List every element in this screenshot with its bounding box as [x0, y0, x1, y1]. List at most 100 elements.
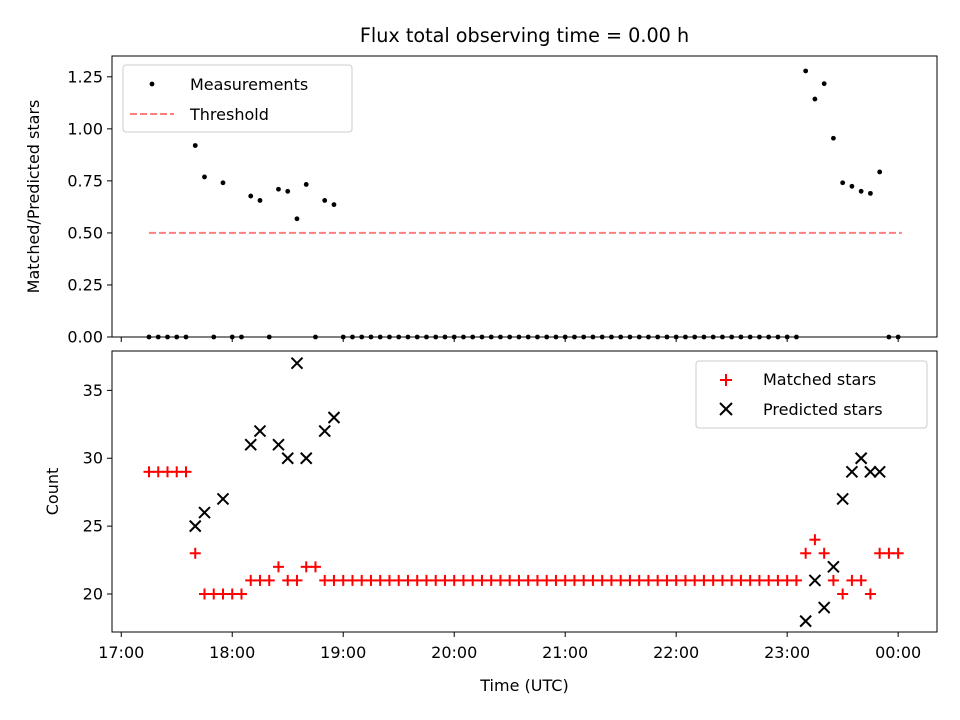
matched-star-point	[605, 574, 617, 586]
matched-star-point	[291, 574, 303, 586]
matched-star-point	[716, 574, 728, 586]
predicted-star-point	[836, 492, 849, 506]
matched-star-point	[642, 574, 654, 586]
predicted-star-point	[808, 574, 822, 587]
predicted-star-point	[845, 465, 859, 479]
predicted-star-point	[290, 357, 304, 370]
measurement-point	[877, 169, 883, 175]
bottom-y-tick-label: 35	[83, 381, 103, 400]
x-tick-label: 18:00	[209, 643, 255, 662]
top-legend-box	[122, 64, 353, 133]
matched-star-point	[337, 574, 349, 586]
x-tick-label: 22:00	[653, 643, 699, 662]
matched-star-point	[837, 588, 849, 600]
measurement-point	[812, 96, 818, 102]
matched-star-point	[818, 547, 830, 559]
matched-star-point	[189, 547, 201, 559]
matched-star-point	[245, 574, 257, 586]
legend-marker-predicted	[719, 402, 733, 416]
matched-star-point	[633, 574, 645, 586]
matched-star-point	[346, 574, 358, 586]
measurement-point	[331, 202, 337, 208]
matched-star-point	[263, 574, 275, 586]
matched-star-point	[171, 466, 183, 478]
bottom-y-tick-label: 30	[83, 449, 103, 468]
measurement-point	[849, 183, 855, 189]
matched-star-point	[383, 574, 395, 586]
matched-star-point	[578, 574, 590, 586]
predicted-star-point	[864, 465, 877, 479]
predicted-star-point	[817, 601, 831, 614]
matched-star-point	[439, 574, 451, 586]
matched-star-point	[809, 534, 821, 546]
matched-star-point	[568, 574, 580, 586]
top-y-axis-label: Matched/Predicted stars	[24, 100, 43, 294]
matched-star-point	[457, 574, 469, 586]
x-tick-label: 20:00	[431, 643, 477, 662]
measurement-point	[202, 174, 207, 180]
bottom-axis-ticks: 17:00 18:00 19:00 20:00 21:00 22:00 23:00 00:00…	[83, 381, 922, 662]
matched-star-point	[494, 574, 506, 586]
predicted-star-stroke	[854, 452, 868, 465]
matched-star-point	[624, 574, 636, 586]
top-axis-ticks: 0.00 0.25 0.50 0.75 1.00 1.25	[67, 67, 899, 347]
bottom-y-axis-label: Count	[43, 468, 62, 516]
measurement-point	[868, 190, 873, 196]
predicted-star-stroke	[864, 465, 877, 479]
top-y-tick-label: 0.75	[67, 171, 103, 190]
predicted-star-stroke	[253, 424, 267, 438]
matched-star-point	[846, 574, 858, 586]
matched-star-point	[522, 574, 534, 586]
matched-star-point	[208, 588, 220, 600]
matched-star-point	[541, 574, 553, 586]
matched-star-point	[411, 574, 423, 586]
predicted-star-stroke	[327, 411, 341, 424]
predicted-star-stroke	[244, 438, 257, 451]
matched-star-point	[679, 574, 691, 586]
matched-star-point	[152, 466, 164, 478]
x-tick-label: 17:00	[98, 643, 144, 662]
matched-star-point	[753, 574, 765, 586]
predicted-star-point	[318, 424, 331, 438]
bottom-y-tick-label: 25	[83, 517, 103, 536]
predicted-star-stroke	[799, 614, 812, 628]
predicted-star-stroke	[281, 452, 294, 465]
predicted-star-point	[244, 438, 257, 451]
predicted-star-point	[300, 452, 313, 465]
matched-star-point	[772, 574, 784, 586]
matched-star-point	[531, 574, 543, 586]
measurement-point	[858, 188, 864, 194]
matched-star-point	[744, 574, 756, 586]
x-tick-label: 00:00	[875, 643, 921, 662]
matched-star-point	[365, 574, 377, 586]
matched-star-point	[698, 574, 710, 586]
matched-star-point	[874, 547, 886, 559]
matched-star-point	[781, 574, 793, 586]
matched-star-point	[864, 588, 876, 600]
measurement-point	[276, 186, 281, 192]
matched-star-point	[254, 574, 266, 586]
matched-star-point	[328, 574, 340, 586]
predicted-star-stroke	[290, 357, 304, 370]
predicted-star-stroke	[873, 465, 886, 479]
matched-star-point	[374, 574, 386, 586]
x-tick-label: 21:00	[542, 643, 588, 662]
legend-label-measurements: Measurements	[190, 75, 308, 94]
predicted-star-point	[327, 411, 341, 424]
matched-star-point	[198, 588, 210, 600]
matched-star-point	[485, 574, 497, 586]
predicted-star-point	[873, 465, 886, 479]
measurement-point	[840, 180, 846, 186]
matched-star-point	[892, 547, 904, 559]
predicted-star-point	[189, 519, 202, 533]
matched-star-point	[356, 574, 368, 586]
x-tick-label: 23:00	[764, 643, 810, 662]
top-plot-frame	[111, 55, 938, 338]
predicted-star-stroke	[318, 424, 331, 438]
predicted-star-point	[281, 452, 294, 465]
measurement-point	[257, 198, 263, 203]
matched-star-point	[661, 574, 673, 586]
predicted-star-stroke	[216, 492, 230, 506]
matched-star-point	[652, 574, 664, 586]
legend-label-predicted: Predicted stars	[763, 400, 883, 419]
